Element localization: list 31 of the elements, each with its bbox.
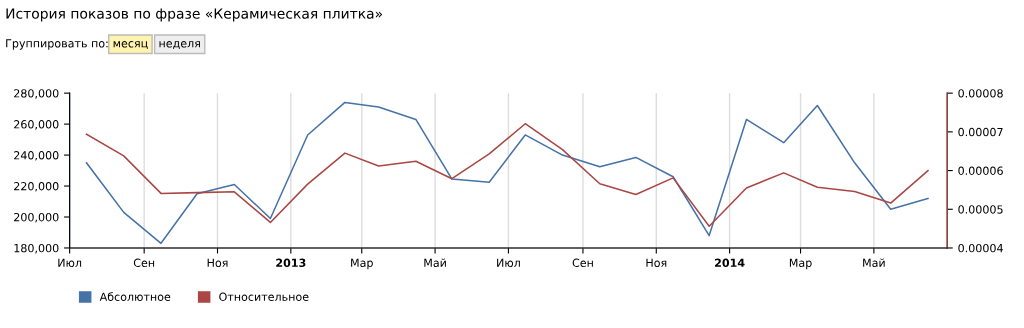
y-tick-label: 200,000	[14, 212, 59, 223]
x-tick-label: Июл	[497, 258, 520, 267]
y-tick-label: 280,000	[14, 89, 59, 99]
x-tick-label: Ноя	[646, 258, 667, 267]
y2-tick-label: 0.00006	[958, 166, 1003, 175]
x-tick-label: Мар	[789, 258, 812, 270]
y-tick-label: 260,000	[14, 120, 59, 130]
y2-tick-label: 0.00004	[958, 243, 1003, 253]
chart-title: История показов по фразе «Керамическая плитка»	[6, 8, 383, 22]
text: Группировать по:	[6, 39, 108, 50]
x-tick-label: Май	[863, 258, 885, 267]
y2-tick-label: 0.00005	[958, 205, 1003, 214]
x-tick-label: Ноя	[207, 258, 228, 267]
line-series	[85, 101, 929, 245]
y2-tick-label: 0.00007	[958, 127, 1003, 137]
x-tick-label: Май	[424, 258, 446, 267]
x-tick-label: 2013	[276, 258, 306, 267]
x-tick-label: Сен	[572, 258, 593, 267]
x-tick-label: Июл	[58, 258, 82, 267]
y-tick-label: 240,000	[14, 151, 59, 161]
legend-label: Абсолютное	[99, 292, 171, 301]
x-tick-label: 2014	[715, 258, 745, 267]
x-tick-label: Сен	[133, 258, 155, 267]
x-tick-label: Мар	[351, 258, 373, 270]
y-tick-label: 180,000	[14, 243, 59, 254]
text: месяц	[113, 41, 148, 49]
text: неделя	[159, 41, 200, 49]
line-series	[85, 122, 929, 228]
y-tick-label: 220,000	[14, 182, 59, 192]
y2-tick-label: 0.00008	[958, 89, 1003, 98]
legend-label: Относительное	[219, 292, 309, 301]
